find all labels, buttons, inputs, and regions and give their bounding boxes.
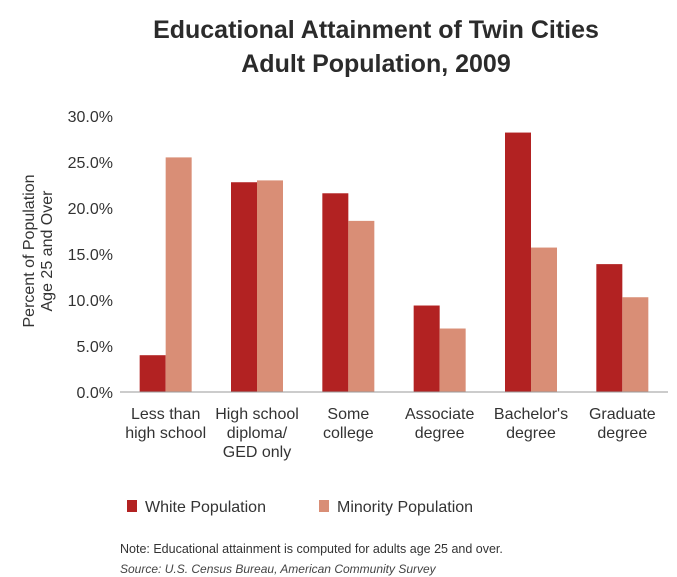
legend-label-minority-population: Minority Population xyxy=(337,499,473,516)
bar-white-0 xyxy=(139,355,166,392)
bar-minority-1 xyxy=(257,180,283,392)
chart-source: Source: U.S. Census Bureau, American Com… xyxy=(120,562,437,576)
y-tick-label: 20.0% xyxy=(68,201,113,218)
y-axis-title-line-2: Age 25 and Over xyxy=(39,190,56,312)
bar-white-2 xyxy=(322,193,349,392)
chart-title: Educational Attainment of Twin Cities Ad… xyxy=(153,16,599,78)
y-axis-title-line-1: Percent of Population xyxy=(21,175,38,328)
x-tick-label: Less than high school xyxy=(125,406,206,442)
y-tick-label: 15.0% xyxy=(68,247,113,264)
legend-swatch-white-population xyxy=(127,500,137,512)
chart-title-line-2: Adult Population, 2009 xyxy=(241,50,510,78)
bar-minority-3 xyxy=(439,328,466,392)
x-tick-label: High school diploma/GED only xyxy=(215,406,299,461)
x-tick-label: Graduate degree xyxy=(589,406,656,442)
bar-minority-5 xyxy=(622,297,649,392)
y-axis: 0.0% 5.0% 10.0% 15.0% 20.0% 25.0% 30.0% xyxy=(68,109,113,402)
y-tick-label: 0.0% xyxy=(77,385,113,402)
bars xyxy=(139,132,649,392)
x-tick-label: Bachelor's degree xyxy=(494,406,568,442)
y-axis-title: Percent of Population Age 25 and Over xyxy=(21,175,56,328)
chart-note: Note: Educational attainment is computed… xyxy=(120,542,503,556)
bar-white-4 xyxy=(505,132,531,392)
x-tick-label: Associate degree xyxy=(405,406,474,442)
legend: White Population Minority Population xyxy=(127,499,473,516)
bar-minority-2 xyxy=(348,220,375,392)
bar-white-1 xyxy=(231,182,257,392)
legend-label-white-population: White Population xyxy=(145,499,266,516)
bar-white-3 xyxy=(413,305,440,392)
x-tick-label: Some college xyxy=(323,406,374,442)
y-tick-label: 25.0% xyxy=(68,155,113,172)
y-tick-label: 10.0% xyxy=(68,293,113,310)
bar-white-5 xyxy=(596,264,623,392)
bar-minority-0 xyxy=(165,157,192,392)
legend-swatch-minority-population xyxy=(319,500,329,512)
y-tick-label: 5.0% xyxy=(77,339,113,356)
y-tick-label: 30.0% xyxy=(68,109,113,126)
chart-title-line-1: Educational Attainment of Twin Cities xyxy=(153,16,599,44)
bar-minority-4 xyxy=(531,247,557,392)
